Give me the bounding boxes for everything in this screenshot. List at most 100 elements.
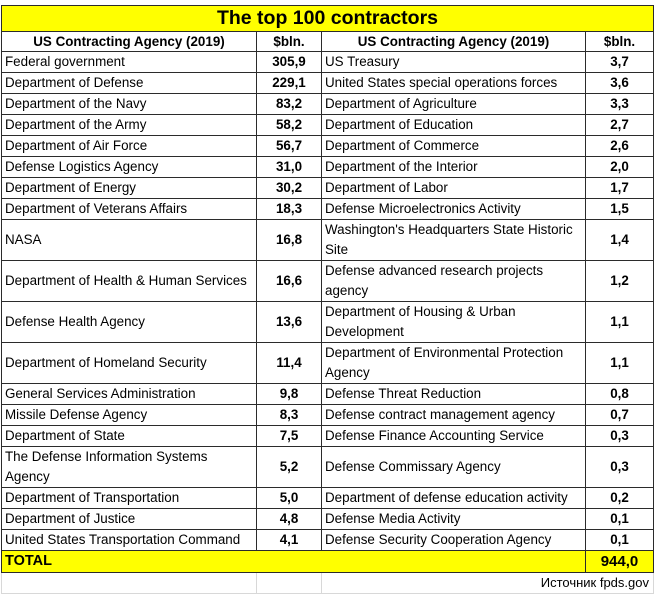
left-value-cell: 16,6 xyxy=(256,260,322,302)
left-value-cell: 229,1 xyxy=(256,72,322,94)
left-value-cell: 13,6 xyxy=(256,301,322,343)
left-value-cell: 31,0 xyxy=(256,156,322,178)
right-agency-cell: Department of Agriculture xyxy=(321,93,586,115)
left-value-cell: 30,2 xyxy=(256,177,322,199)
left-value-cell: 4,1 xyxy=(256,529,322,551)
right-value-cell: 2,7 xyxy=(585,114,654,136)
right-value-cell: 0,3 xyxy=(585,446,654,488)
right-agency-cell: Department of Education xyxy=(321,114,586,136)
right-agency-cell: Department of the Interior xyxy=(321,156,586,178)
right-value-cell: 3,3 xyxy=(585,93,654,115)
right-value-cell: 1,5 xyxy=(585,198,654,220)
right-value-cell: 1,1 xyxy=(585,342,654,384)
right-value-cell: 1,2 xyxy=(585,260,654,302)
left-value-cell: 5,0 xyxy=(256,487,322,509)
table-row: General Services Administration 9,8 Defens… xyxy=(1,383,654,405)
left-agency-cell: Federal government xyxy=(1,51,257,73)
right-value-cell: 1,1 xyxy=(585,301,654,343)
right-agency-cell: Defense Commissary Agency xyxy=(321,446,586,488)
left-value-cell: 56,7 xyxy=(256,135,322,157)
source-row: Источник fpds.gov xyxy=(1,572,654,594)
table-row: Department of the Army 58,2 Department of … xyxy=(1,114,654,136)
table-row: Department of Homeland Security 11,4 Depar… xyxy=(1,342,654,384)
right-agency-cell: Defense Security Cooperation Agency xyxy=(321,529,586,551)
table-row: Department of Justice 4,8 Defense Media Ac… xyxy=(1,508,654,530)
source-note: Источник fpds.gov xyxy=(321,572,654,594)
right-value-cell: 0,1 xyxy=(585,529,654,551)
left-agency-cell: Department of Energy xyxy=(1,177,257,199)
right-agency-cell: Defense Microelectronics Activity xyxy=(321,198,586,220)
left-agency-cell: NASA xyxy=(1,219,257,261)
table-row: Missile Defense Agency 8,3 Defense contrac… xyxy=(1,404,654,426)
table-row: The Defense Information Systems Agency 5,… xyxy=(1,446,654,488)
left-value-cell: 5,2 xyxy=(256,446,322,488)
right-agency-cell: Department of defense education activity xyxy=(321,487,586,509)
left-value-cell: 4,8 xyxy=(256,508,322,530)
right-value-cell: 0,3 xyxy=(585,425,654,447)
right-value-cell: 0,8 xyxy=(585,383,654,405)
table-row: Department of Veterans Affairs 18,3 Defens… xyxy=(1,198,654,220)
header-value-right: $bln. xyxy=(585,31,654,52)
table-row: Department of State 7,5 Defense Finance Ac… xyxy=(1,425,654,447)
total-value: 944,0 xyxy=(585,550,654,573)
left-agency-cell: Missile Defense Agency xyxy=(1,404,257,426)
left-value-cell: 16,8 xyxy=(256,219,322,261)
left-value-cell: 8,3 xyxy=(256,404,322,426)
right-agency-cell: Defense advanced research projects agenc… xyxy=(321,260,586,302)
right-agency-cell: Department of Environmental Protection A… xyxy=(321,342,586,384)
left-agency-cell: Department of State xyxy=(1,425,257,447)
left-value-cell: 305,9 xyxy=(256,51,322,73)
left-agency-cell: Department of the Army xyxy=(1,114,257,136)
table-row: Defense Logistics Agency 31,0 Department o… xyxy=(1,156,654,178)
header-row: US Contracting Agency (2019) $bln. US Co… xyxy=(1,31,654,52)
left-agency-cell: Department of Transportation xyxy=(1,487,257,509)
left-agency-cell: Department of the Navy xyxy=(1,93,257,115)
left-value-cell: 11,4 xyxy=(256,342,322,384)
right-value-cell: 0,2 xyxy=(585,487,654,509)
left-agency-cell: United States Transportation Command xyxy=(1,529,257,551)
table-row: NASA 16,8 Washington's Headquarters State … xyxy=(1,219,654,261)
right-agency-cell: Department of Labor xyxy=(321,177,586,199)
header-agency-right: US Contracting Agency (2019) xyxy=(321,31,586,52)
table-row: Department of the Navy 83,2 Department of … xyxy=(1,93,654,115)
left-agency-cell: Department of Homeland Security xyxy=(1,342,257,384)
right-agency-cell: United States special operations forces xyxy=(321,72,586,94)
right-agency-cell: Defense Finance Accounting Service xyxy=(321,425,586,447)
header-agency-left: US Contracting Agency (2019) xyxy=(1,31,257,52)
right-agency-cell: Defense Media Activity xyxy=(321,508,586,530)
right-value-cell: 2,0 xyxy=(585,156,654,178)
table-row: Department of Energy 30,2 Department of La… xyxy=(1,177,654,199)
right-value-cell: 3,7 xyxy=(585,51,654,73)
total-label: TOTAL xyxy=(1,550,586,573)
table-body: Federal government 305,9 US Treasury 3,7 Dep… xyxy=(1,51,654,551)
right-value-cell: 1,4 xyxy=(585,219,654,261)
left-agency-cell: Department of Health & Human Services xyxy=(1,260,257,302)
table-row: Defense Health Agency 13,6 Department of H… xyxy=(1,301,654,343)
right-agency-cell: Defense contract management agency xyxy=(321,404,586,426)
left-value-cell: 18,3 xyxy=(256,198,322,220)
contractors-table: The top 100 contractors US Contracting A… xyxy=(1,5,654,594)
right-agency-cell: Defense Threat Reduction xyxy=(321,383,586,405)
right-agency-cell: Department of Housing & Urban Developmen… xyxy=(321,301,586,343)
right-value-cell: 0,1 xyxy=(585,508,654,530)
right-value-cell: 2,6 xyxy=(585,135,654,157)
header-value-left: $bln. xyxy=(256,31,322,52)
empty-cell xyxy=(256,572,322,594)
table-title: The top 100 contractors xyxy=(1,5,654,32)
table-row: Department of Transportation 5,0 Departmen… xyxy=(1,487,654,509)
right-agency-cell: US Treasury xyxy=(321,51,586,73)
left-agency-cell: Department of Veterans Affairs xyxy=(1,198,257,220)
left-agency-cell: Department of Justice xyxy=(1,508,257,530)
total-row: TOTAL 944,0 xyxy=(1,550,654,573)
left-agency-cell: Defense Health Agency xyxy=(1,301,257,343)
table-row: Department of Health & Human Services 16,… xyxy=(1,260,654,302)
left-agency-cell: Department of Air Force xyxy=(1,135,257,157)
empty-cell xyxy=(1,572,257,594)
table-row: Federal government 305,9 US Treasury 3,7 xyxy=(1,51,654,73)
left-value-cell: 7,5 xyxy=(256,425,322,447)
right-value-cell: 0,7 xyxy=(585,404,654,426)
right-value-cell: 1,7 xyxy=(585,177,654,199)
left-value-cell: 58,2 xyxy=(256,114,322,136)
table-row: Department of Air Force 56,7 Department of… xyxy=(1,135,654,157)
left-agency-cell: The Defense Information Systems Agency xyxy=(1,446,257,488)
